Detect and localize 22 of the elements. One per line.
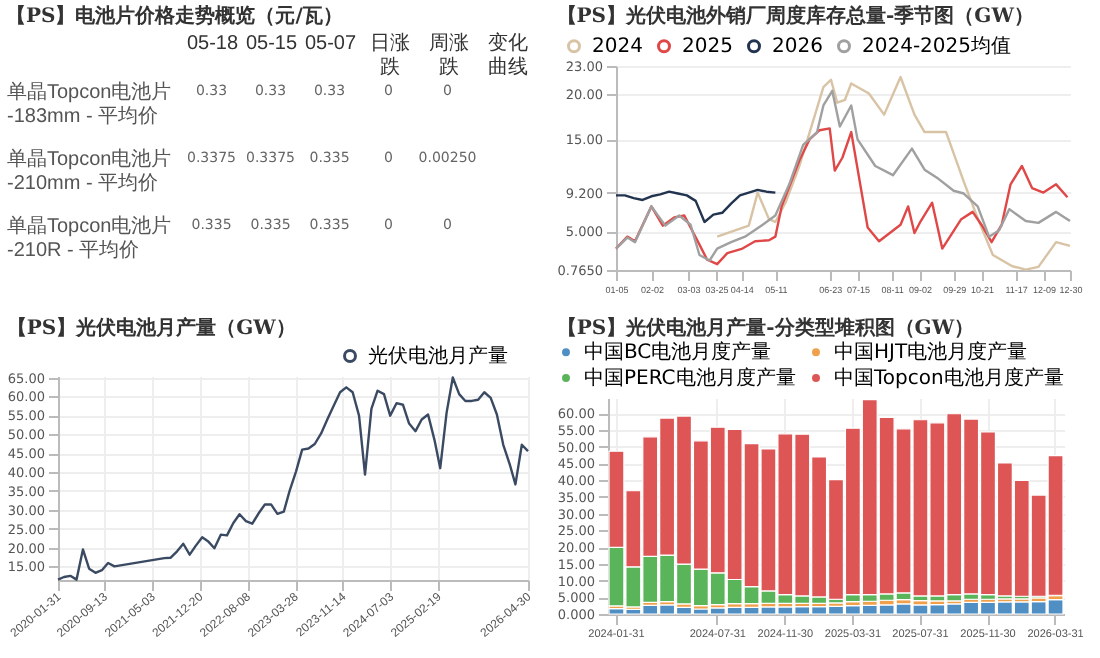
category-label: 变化曲线 (487, 31, 528, 79)
category-label: 日涨跌 (369, 31, 410, 79)
legend-label: 中国BC电池月度产量 (584, 340, 772, 365)
legend-label: 光伏电池月产量 (368, 344, 508, 368)
text: 【PS】电池片价格走势概览（元/瓦） (6, 4, 343, 28)
category-label: 单晶Topcon电池片-210mm - 平均价 (7, 149, 172, 195)
chart-title: 【PS】光伏电池月产量（GW） (6, 315, 296, 340)
legend-label: 中国Topcon电池月度产量 (834, 366, 1064, 390)
category-label: 周涨跌 (428, 31, 469, 79)
legend-label: 中国HJT电池月度产量 (834, 340, 1028, 365)
category-label: 05-18 (186, 33, 239, 55)
category-label: 单晶Topcon电池片-210R - 平均价 (7, 215, 172, 262)
legend-label: 中国PERC电池月度产量 (584, 366, 796, 390)
category-label: 05-07 (304, 33, 357, 55)
category-label: 单晶Topcon电池片-183mm - 平均价 (7, 82, 172, 129)
chart-title: 【PS】光伏电池月产量-分类型堆积图（GW） (556, 316, 975, 340)
category-label: 05-15 (245, 33, 298, 55)
legend-label: 2025 (682, 36, 733, 59)
chart-title: 【PS】光伏电池外销厂周度库存总量-季节图（GW） (556, 4, 1034, 28)
legend-label: 2026 (772, 36, 823, 59)
legend-label: 2024-2025均值 (862, 34, 1012, 59)
legend-label: 2024 (592, 36, 643, 59)
